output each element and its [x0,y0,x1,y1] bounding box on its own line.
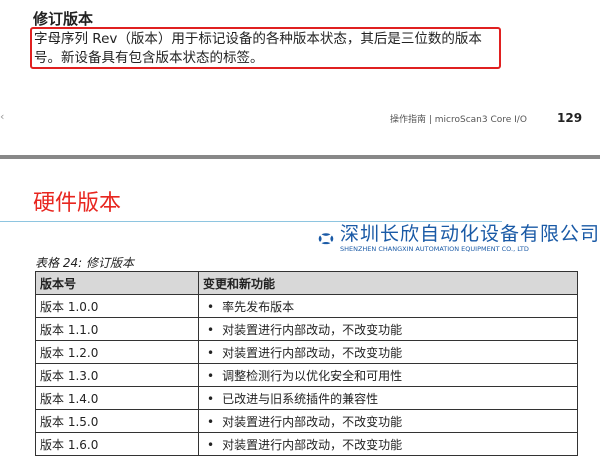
header-changes: 变更和新功能 [198,271,578,295]
table-row: 版本 1.3.0 • 调整检测行为以优化安全和可用性 [35,363,578,387]
title-underline [0,221,502,222]
bullet-icon: • [207,391,215,406]
footer-text: 操作指南 | microScan3 Core I/O [390,115,527,125]
change-text: 对装置进行内部改动，不改变功能 [222,345,403,360]
bullet-icon: • [207,299,215,314]
table-caption: 表格 24: 修订版本 [35,256,134,270]
change-cell: • 对装置进行内部改动，不改变功能 [198,432,578,456]
change-text: 调整检测行为以优化安全和可用性 [222,368,403,383]
version-cell: 版本 1.5.0 [35,409,199,433]
change-cell: • 已改进与旧系统插件的兼容性 [198,386,578,410]
company-name-en: SHENZHEN CHANGXIN AUTOMATION EQUIPMENT C… [339,244,529,253]
change-cell: • 对装置进行内部改动，不改变功能 [198,317,578,341]
table-row: 版本 1.6.0 • 对装置进行内部改动，不改变功能 [35,432,578,456]
version-cell: 版本 1.4.0 [35,386,199,410]
hardware-title: 硬件版本 [33,191,122,216]
page-number: 129 [557,111,583,125]
version-cell: 版本 1.2.0 [35,340,199,364]
version-cell: 版本 1.1.0 [35,317,199,341]
table-row: 版本 1.4.0 • 已改进与旧系统插件的兼容性 [35,386,578,410]
version-cell: 版本 1.6.0 [35,432,199,456]
version-cell: 版本 1.3.0 [35,363,199,387]
company-logo-icon [318,232,334,245]
company-name-cn: 深圳长欣自动化设备有限公司 [339,222,600,245]
table-row: 版本 1.5.0 • 对装置进行内部改动，不改变功能 [35,409,578,433]
bullet-icon: • [207,437,215,452]
change-cell: • 对装置进行内部改动，不改变功能 [198,409,578,433]
change-cell: • 对装置进行内部改动，不改变功能 [198,340,578,364]
bullet-icon: • [207,414,215,429]
revision-table: 版本号 变更和新功能 版本 1.0.0 • 率先发布版本版本 1.1.0 • 对装置进行… [35,271,578,456]
bullet-icon: • [207,322,215,337]
page-mark: ‹ [0,110,5,123]
section-title: 修订版本 [33,10,94,28]
change-text: 已改进与旧系统插件的兼容性 [222,391,379,406]
change-cell: • 率先发布版本 [198,294,578,318]
change-text: 对装置进行内部改动，不改变功能 [222,322,403,337]
page-divider [0,155,600,159]
bullet-icon: • [207,368,215,383]
bullet-icon: • [207,345,215,360]
table-row: 版本 1.0.0 • 率先发布版本 [35,294,578,318]
change-text: 对装置进行内部改动，不改变功能 [222,414,403,429]
header-version: 版本号 [35,271,199,295]
table-header: 版本号 变更和新功能 [35,271,578,295]
version-cell: 版本 1.0.0 [35,294,199,318]
table-row: 版本 1.2.0 • 对装置进行内部改动，不改变功能 [35,340,578,364]
change-cell: • 调整检测行为以优化安全和可用性 [198,363,578,387]
table-row: 版本 1.1.0 • 对装置进行内部改动，不改变功能 [35,317,578,341]
company-watermark: 深圳长欣自动化设备有限公司 SHENZHEN CHANGXIN AUTOMATI… [318,223,600,253]
change-text: 率先发布版本 [222,299,295,314]
highlighted-note: 字母序列 Rev（版本）用于标记设备的各种版本状态，其后是三位数的版本号。新设备… [30,27,501,69]
change-text: 对装置进行内部改动，不改变功能 [222,437,403,452]
